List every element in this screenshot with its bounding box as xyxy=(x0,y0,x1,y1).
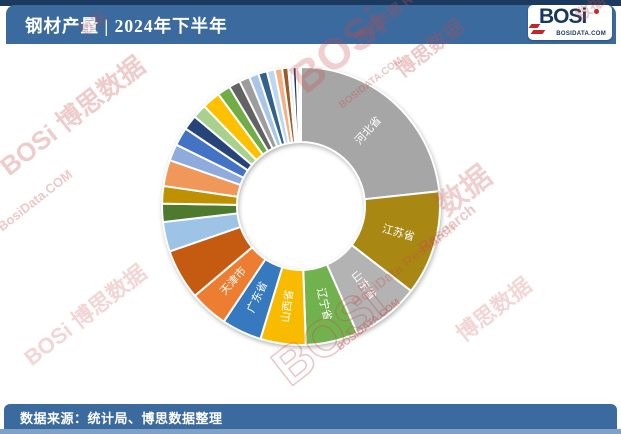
donut-slice xyxy=(300,66,441,201)
donut-slice xyxy=(298,65,302,144)
bosi-logo: BOSi BOSIDATA.COM xyxy=(528,5,612,40)
logo-stripe-icon xyxy=(530,30,546,34)
logo-wordmark: BOSi xyxy=(539,5,587,28)
footer-bar: 数据来源：统计局、博思数据整理 xyxy=(4,404,617,429)
bottom-strip xyxy=(0,429,621,434)
slice-label: 山西省 xyxy=(279,289,296,323)
top-strip xyxy=(0,0,621,6)
page-title: 钢材产量 | 2024年下半年 xyxy=(25,16,228,36)
chart-area: 河北省 江苏省 山东省 辽宁省 山西省 广东省 天津市 xyxy=(0,44,621,404)
data-source-text: 数据来源：统计局、博思数据整理 xyxy=(20,411,223,426)
doughnut-slices xyxy=(161,65,441,346)
logo-subtext: BOSIDATA.COM xyxy=(556,31,606,37)
header-bar: 钢材产量 | 2024年下半年 BOSi BOSIDATA.COM xyxy=(6,5,616,44)
logo-red-dot-icon xyxy=(594,9,599,14)
